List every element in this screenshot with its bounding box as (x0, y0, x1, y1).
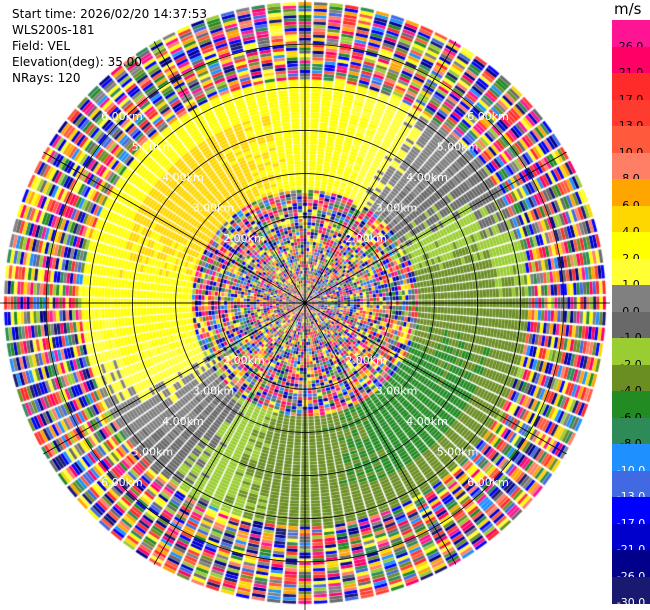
ring-label: 3.00km (193, 385, 235, 398)
azimuth-spoke (304, 302, 457, 565)
colorbar-swatch (612, 497, 650, 524)
colorbar-swatch (612, 550, 650, 577)
colorbar-swatch (612, 417, 650, 445)
colorbar-swatch (612, 152, 650, 180)
azimuth-spoke (43, 151, 306, 304)
ring-label: 4.00km (406, 415, 448, 428)
colorbar-swatch (612, 470, 650, 498)
ring-label: 3.00km (376, 201, 418, 214)
ring-label: 6.00km (101, 110, 143, 123)
ring-label: 4.00km (162, 171, 204, 184)
colorbar-swatch (612, 576, 650, 604)
colorbar-swatch (612, 338, 650, 365)
nrays-label: NRays: 120 (12, 71, 81, 85)
azimuth-spoke (153, 302, 306, 565)
ring-label: 5.00km (437, 140, 479, 153)
ring-label: 2.00km (223, 354, 265, 367)
ring-label: 6.00km (467, 110, 509, 123)
colorbar-swatch (612, 444, 650, 471)
azimuth-spoke (304, 151, 567, 304)
colorbar-swatch (612, 46, 650, 74)
colorbar-swatch (612, 285, 650, 312)
colorbar-swatch (612, 126, 650, 153)
colorbar-swatch (612, 99, 650, 127)
colorbar-swatch (612, 391, 650, 418)
start-time-label: Start time: 2026/02/20 14:37:53 (12, 7, 207, 21)
azimuth-spoke (43, 302, 306, 455)
colorbar-swatch (612, 73, 650, 100)
ring-label: 5.00km (437, 446, 479, 459)
colorbar-swatch (612, 232, 650, 259)
colorbar-swatch (612, 258, 650, 286)
colorbar-swatch (612, 311, 650, 339)
ring-label: 4.00km (162, 415, 204, 428)
colorbar-tick-label: -30.0 (616, 596, 646, 609)
ring-label: 2.00km (345, 354, 387, 367)
colorbar-swatch (612, 205, 650, 233)
ring-label: 4.00km (406, 171, 448, 184)
azimuth-spoke (304, 302, 567, 455)
ring-label: 3.00km (376, 385, 418, 398)
colorbar-swatch (612, 179, 650, 206)
ring-label: 3.00km (193, 201, 235, 214)
ring-label: 5.00km (132, 140, 174, 153)
azimuth-spoke (153, 41, 306, 304)
ring-label: 6.00km (101, 476, 143, 489)
ring-label: 6.00km (467, 476, 509, 489)
field-label: Field: VEL (12, 39, 71, 53)
ppi-grid-overlay: 2.00km 2.00km 2.00km 2.00km 3.00km 3.00km 3.00… (0, 0, 610, 610)
elevation-label: Elevation(deg): 35.00 (12, 55, 142, 69)
ring-label: 2.00km (345, 232, 387, 245)
ring-label: 5.00km (132, 446, 174, 459)
colorbar-unit: m/s (614, 0, 642, 18)
instrument-label: WLS200s-181 (12, 23, 95, 37)
colorbar-swatch (612, 364, 650, 392)
ring-label: 2.00km (223, 232, 265, 245)
colorbar-swatch (612, 20, 650, 47)
azimuth-spoke (304, 41, 457, 304)
colorbar-swatch (612, 523, 650, 551)
